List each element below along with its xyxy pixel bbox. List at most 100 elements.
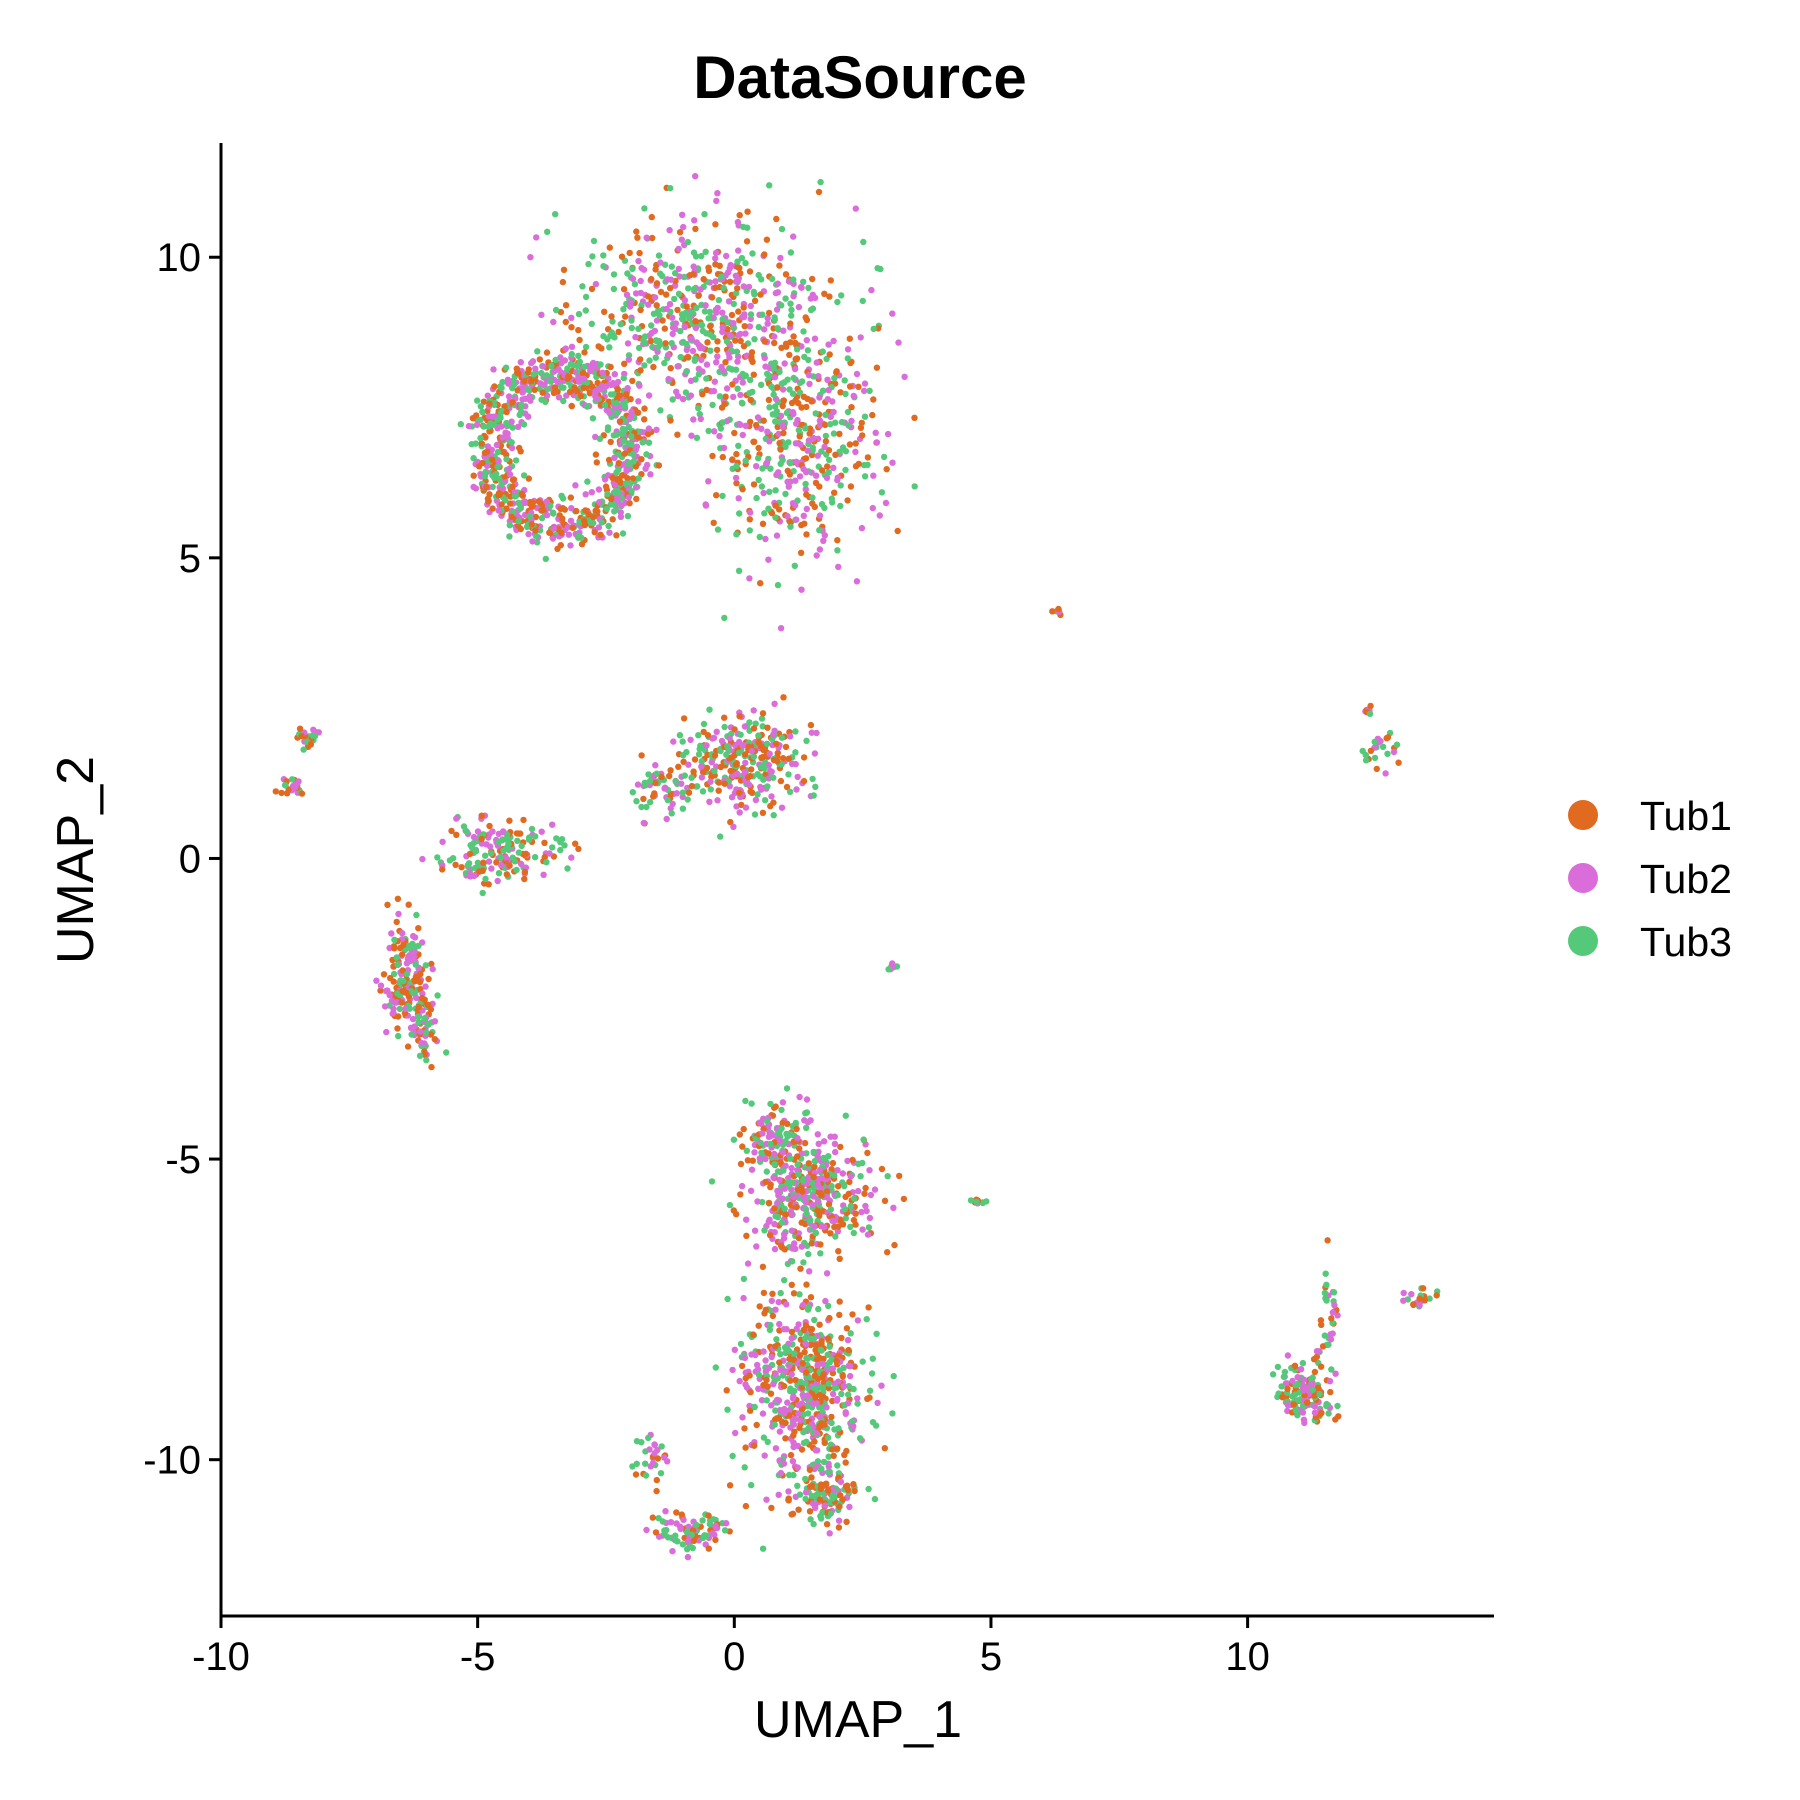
data-point [473, 421, 481, 428]
data-point [799, 1177, 807, 1184]
data-point [772, 487, 779, 494]
data-point [641, 333, 649, 340]
data-point [765, 309, 773, 317]
data-point [549, 535, 557, 542]
points-layer [272, 173, 1441, 1561]
data-point [831, 1140, 839, 1148]
data-point [832, 1148, 839, 1156]
data-point [779, 1195, 786, 1202]
data-point [802, 1205, 809, 1213]
data-point [858, 1208, 865, 1216]
data-point [617, 321, 624, 328]
data-point [852, 448, 859, 455]
data-point [856, 1435, 864, 1442]
data-point [704, 339, 711, 346]
data-point [645, 392, 653, 399]
data-point [873, 439, 881, 446]
data-point [311, 732, 319, 740]
data-point [754, 414, 762, 421]
data-point [653, 1476, 660, 1484]
data-point [691, 285, 698, 293]
data-point [823, 474, 831, 481]
data-point [864, 461, 871, 468]
data-point [676, 229, 684, 236]
data-point [815, 188, 823, 196]
data-point [703, 375, 710, 382]
data-point [793, 516, 800, 523]
data-point [889, 310, 896, 317]
data-point [387, 974, 394, 982]
data-point [876, 512, 883, 519]
data-point [764, 1383, 771, 1390]
data-point [811, 1385, 818, 1392]
data-point [760, 417, 767, 424]
data-point [829, 1390, 837, 1398]
data-point [377, 982, 385, 989]
data-point [732, 366, 740, 373]
data-point [754, 1198, 761, 1205]
data-point [822, 432, 830, 440]
data-point [719, 309, 726, 316]
data-point [732, 337, 739, 344]
data-point [827, 1230, 834, 1237]
data-point [817, 1250, 824, 1257]
data-point [693, 304, 700, 312]
data-point [564, 365, 571, 372]
data-point [820, 1154, 827, 1162]
data-point [818, 1338, 825, 1345]
data-point [581, 363, 588, 370]
data-point [813, 359, 820, 366]
data-point [557, 846, 564, 854]
data-point [761, 354, 768, 362]
data-point [747, 311, 755, 318]
data-point [768, 1402, 775, 1409]
data-point [680, 1516, 687, 1524]
data-point [657, 407, 664, 414]
data-point [763, 740, 771, 747]
data-point [1269, 1371, 1277, 1378]
data-point [586, 390, 594, 397]
data-point [815, 1305, 822, 1313]
data-point [679, 395, 687, 403]
data-point [626, 500, 633, 507]
data-point [735, 567, 743, 574]
data-point [636, 249, 643, 257]
data-point [809, 1201, 816, 1209]
data-point [712, 261, 719, 268]
data-point [784, 467, 791, 474]
data-point [658, 1443, 665, 1450]
data-point [748, 1481, 755, 1489]
data-point [818, 1465, 825, 1473]
data-point [837, 389, 844, 396]
data-point [560, 397, 567, 405]
data-point [487, 850, 495, 857]
data-point [712, 306, 720, 314]
data-point [762, 1178, 769, 1186]
data-point [768, 1353, 775, 1361]
data-point [706, 308, 714, 316]
data-point [646, 1446, 653, 1453]
data-point [679, 316, 687, 323]
data-point [764, 370, 771, 377]
data-point [742, 804, 750, 811]
data-point [1281, 1368, 1289, 1376]
data-point [1416, 1295, 1423, 1302]
data-point [514, 837, 521, 844]
data-point [696, 410, 703, 418]
data-point [814, 1375, 822, 1382]
data-point [1321, 1332, 1329, 1339]
data-point [400, 941, 407, 949]
data-point [728, 311, 736, 319]
data-point [737, 731, 744, 738]
data-point [1377, 737, 1384, 745]
data-point [792, 728, 799, 735]
data-point [525, 475, 532, 482]
data-point [727, 767, 734, 775]
data-point [847, 483, 855, 490]
data-point [720, 284, 727, 292]
data-point [574, 362, 581, 370]
data-point [767, 1140, 774, 1148]
data-point [849, 1156, 856, 1164]
data-point [796, 1145, 803, 1152]
data-point [824, 463, 831, 470]
